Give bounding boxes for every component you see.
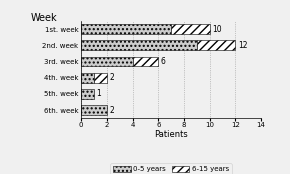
Bar <box>81 89 94 99</box>
Bar <box>81 40 197 50</box>
Bar <box>81 24 171 34</box>
Bar <box>171 24 210 34</box>
X-axis label: Patients: Patients <box>154 130 188 139</box>
Text: 2: 2 <box>109 73 114 82</box>
Bar <box>81 57 133 66</box>
Bar <box>81 105 107 115</box>
Text: 2: 2 <box>109 106 114 115</box>
Text: 1: 1 <box>97 89 102 98</box>
Legend: 0-5 years, 6-15 years: 0-5 years, 6-15 years <box>110 163 232 174</box>
Bar <box>94 73 107 83</box>
Text: 10: 10 <box>212 25 222 34</box>
Bar <box>81 73 94 83</box>
Text: 6: 6 <box>161 57 166 66</box>
Text: 12: 12 <box>238 41 247 50</box>
Bar <box>133 57 158 66</box>
Text: Week: Week <box>31 13 57 23</box>
Bar <box>197 40 235 50</box>
